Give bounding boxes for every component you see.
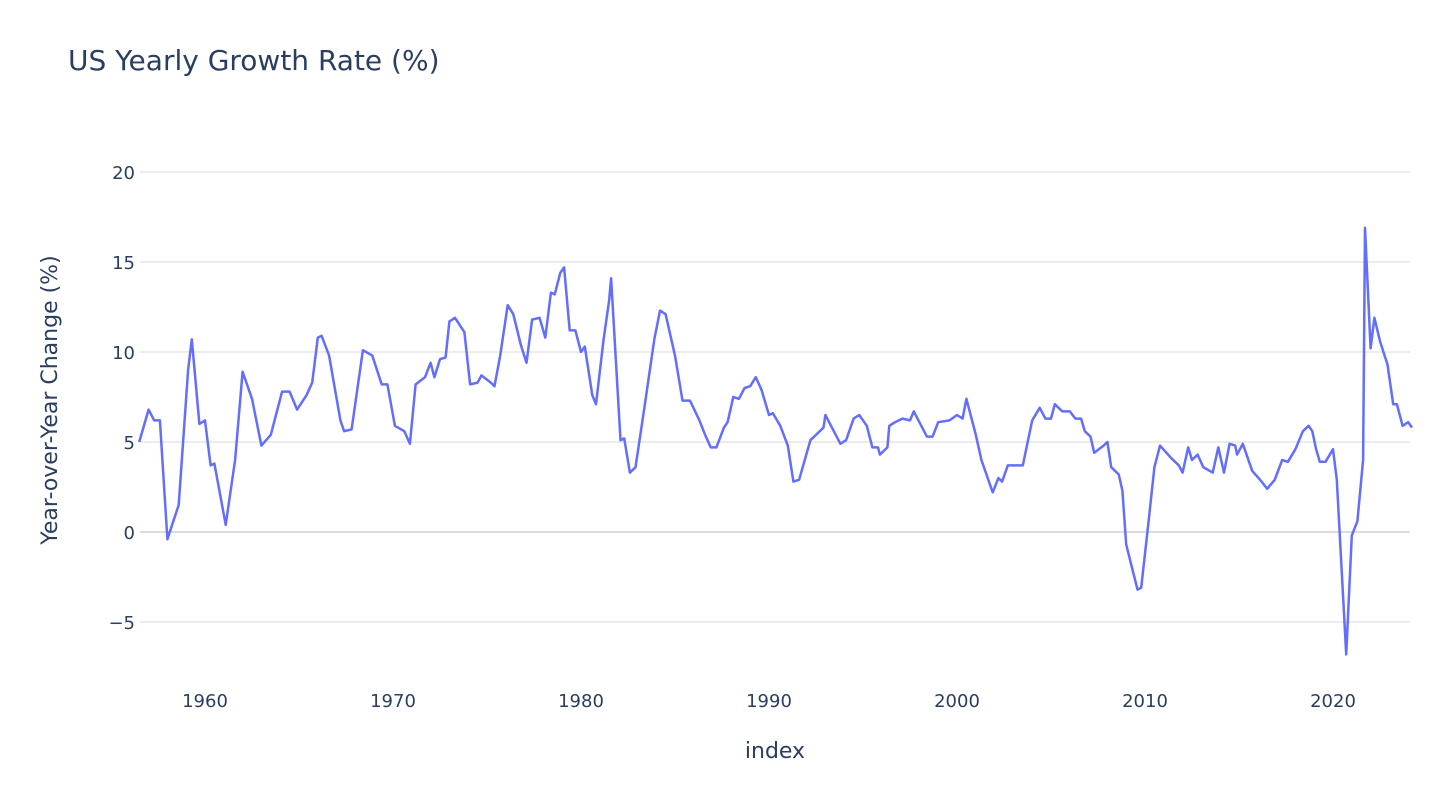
- y-tick-label: 15: [112, 253, 135, 274]
- y-tick-labels: −5 0 5 10 15 20: [108, 163, 135, 634]
- y-tick-label: 5: [124, 433, 135, 454]
- x-tick-label: 1980: [558, 691, 604, 712]
- x-tick-labels: 1960 1970 1980 1990 2000 2010 2020: [182, 691, 1356, 712]
- x-tick-label: 1990: [746, 691, 792, 712]
- y-tick-label: 10: [112, 343, 135, 364]
- series-layer: [137, 226, 1414, 656]
- y-axis-title: Year-over-Year Change (%): [38, 255, 63, 545]
- x-tick-label: 1960: [182, 691, 228, 712]
- x-axis-title: index: [745, 739, 805, 764]
- chart-title: US Yearly Growth Rate (%): [68, 44, 440, 77]
- x-tick-label: 2000: [934, 691, 980, 712]
- series-line: [137, 226, 1414, 656]
- x-tick-label: 2020: [1310, 691, 1356, 712]
- y-tick-label: −5: [108, 613, 135, 634]
- y-tick-label: 0: [124, 523, 135, 544]
- gridlines: [140, 171, 1410, 623]
- x-tick-label: 1970: [370, 691, 416, 712]
- y-tick-label: 20: [112, 163, 135, 184]
- x-tick-label: 2010: [1122, 691, 1168, 712]
